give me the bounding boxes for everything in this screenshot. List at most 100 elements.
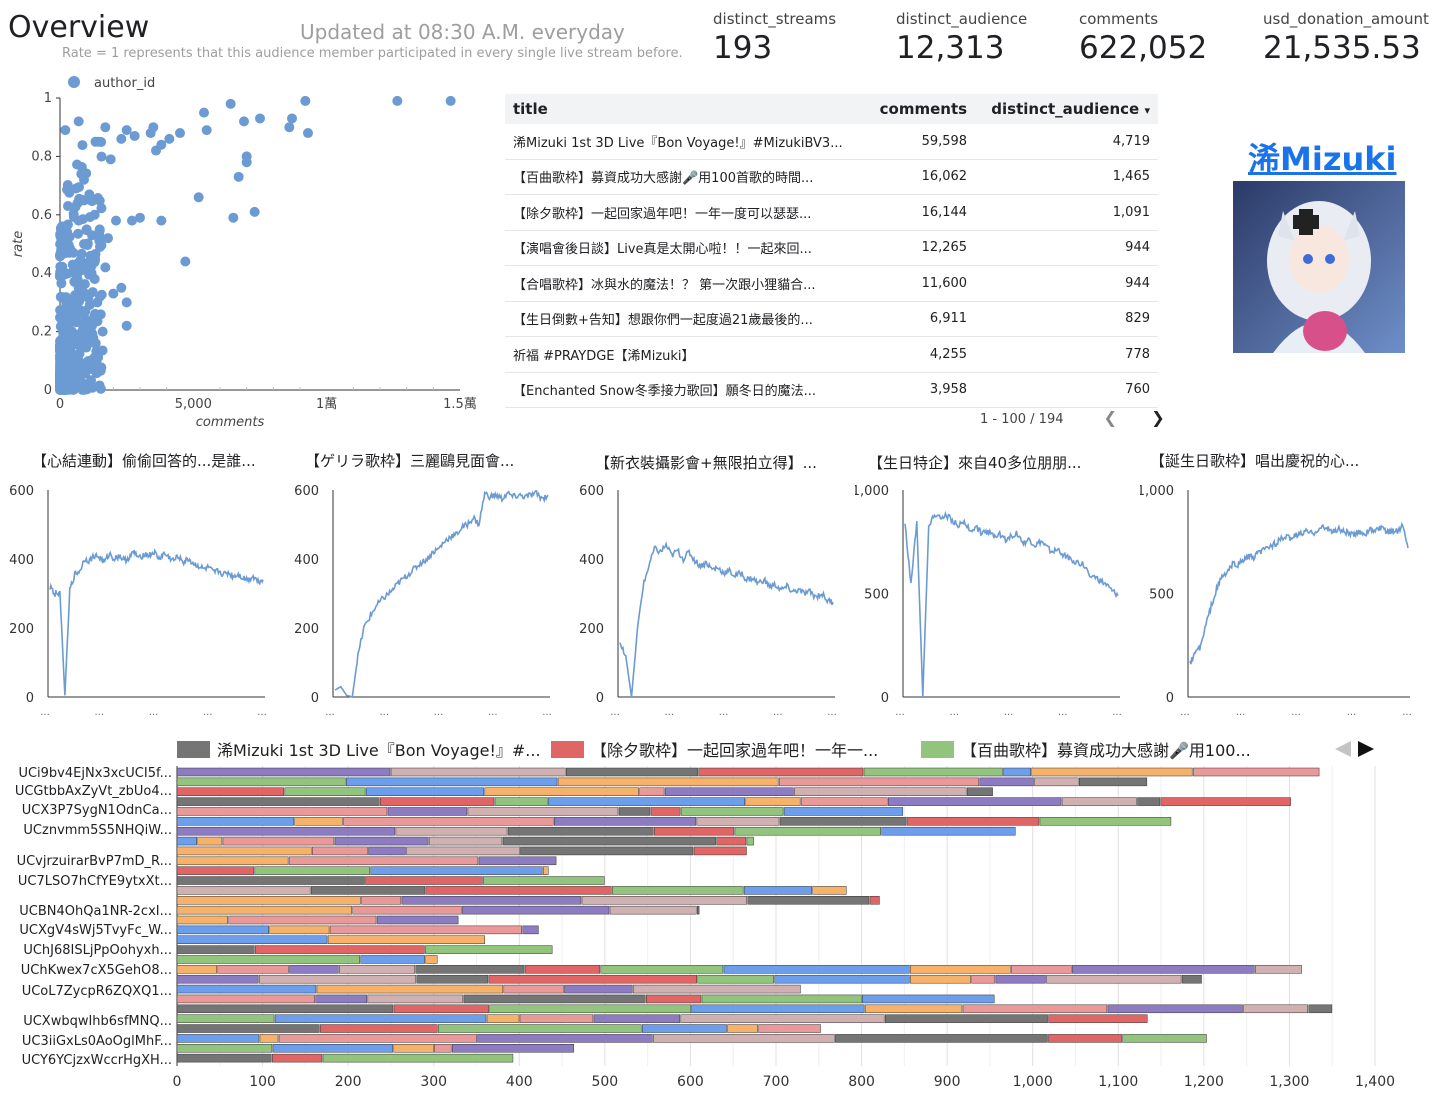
table-row[interactable]: 【演唱會後日談】Live真是太開心啦！！一起來回... 12,265 944 [505, 230, 1158, 266]
bar-segment [176, 787, 285, 796]
bar-segment [747, 896, 870, 905]
x-tick-label: ... [94, 707, 104, 718]
kpi-label: distinct_audience [896, 10, 1028, 28]
y-tick-label: 400 [294, 553, 319, 568]
bar-segment [484, 787, 639, 796]
bar-segment [1308, 1004, 1333, 1014]
bar-segment [329, 925, 523, 935]
bar-segment [312, 846, 368, 856]
cell-audience: 760 [975, 372, 1158, 408]
bar-segment [367, 994, 464, 1004]
y-tick-label: 1,000 [1140, 484, 1174, 499]
scatter-point [82, 240, 93, 251]
cell-comments: 16,144 [866, 194, 976, 231]
scatter-chart[interactable]: author_id 0 0.2 0.4 0.6 0.8 1 0 5,000 1萬 1.5萬 comme… [0, 70, 490, 435]
y-tick-label: 500 [864, 588, 889, 603]
stacked-bar-chart[interactable]: 浠Mizuki 1st 3D Live『Bon Voyage!』#... 【除夕歌… [0, 730, 1456, 1096]
bar-segment [288, 856, 479, 866]
x-tick-label: 5,000 [175, 397, 212, 412]
bar-segment [524, 965, 601, 974]
bar-segment [176, 1053, 272, 1063]
bar-segment [698, 767, 864, 777]
scatter-point [76, 248, 87, 259]
bar-segment [864, 1004, 963, 1014]
scatter-point [127, 215, 137, 226]
scatter-point [108, 288, 119, 299]
bar-segment [746, 836, 754, 846]
table-row[interactable]: 祈福 #PRAYDGE【浠Mizuki】 4,255 778 [505, 336, 1158, 373]
y-tick-label: 200 [9, 622, 34, 637]
bar-segment [176, 836, 197, 846]
table-row[interactable]: 【合唱歌枠】冰與水的魔法！？ 第一次跟小狸貓合... 11,600 944 [505, 265, 1158, 302]
col-title[interactable]: title [505, 94, 867, 124]
bar-segment [557, 777, 779, 787]
scatter-point [77, 140, 88, 151]
table-row[interactable]: 【生日倒數+告知】想跟你們一起度過21歲最後的... 6,911 829 [505, 301, 1158, 337]
cell-comments: 12,265 [866, 230, 976, 266]
table-row[interactable]: 【Enchanted Snow冬季接力歌回】願冬日的魔法... 3,958 76… [505, 372, 1158, 408]
bar-segment [294, 817, 343, 826]
bar-segment [176, 1024, 320, 1033]
x-tick-label: 800 [848, 1074, 875, 1090]
scatter-point [121, 320, 132, 331]
y-tick-label: 500 [1149, 588, 1174, 603]
x-tick-label: 1,100 [1098, 1074, 1138, 1090]
x-tick-label: ... [719, 707, 729, 718]
bar-segment [581, 896, 748, 905]
line-chart-4[interactable]: 0 500 1,000............... [855, 475, 1140, 725]
y-tick-label: UCXwbqwIhb6sfMNQ... [23, 1014, 172, 1029]
scatter-point [55, 380, 66, 391]
next-page-icon[interactable]: ❯ [1151, 408, 1165, 427]
col-distinct-audience[interactable]: distinct_audience ▾ [975, 94, 1158, 124]
table-row[interactable]: 【除夕歌枠】一起回家過年吧！一年一度可以瑟瑟... 16,144 1,091 [505, 194, 1158, 231]
scatter-point [201, 125, 212, 136]
cell-audience: 4,719 [975, 124, 1158, 160]
bar-segment [462, 905, 610, 915]
bar-segment [503, 984, 564, 994]
x-tick-label: ... [325, 707, 335, 718]
y-tick-label: 200 [579, 622, 604, 637]
scatter-point [81, 315, 92, 326]
line-chart-2[interactable]: 0 200 400 600............... [285, 475, 570, 725]
bar-segment [800, 797, 888, 806]
line-chart-1[interactable]: 0 200 400 600............... [0, 475, 285, 725]
bar-segment [863, 767, 1003, 777]
scatter-point [116, 133, 127, 144]
scatter-point [121, 125, 132, 136]
vtuber-name-link[interactable]: 浠Mizuki [1248, 140, 1397, 178]
bar-segment [315, 994, 368, 1004]
y-tick-label: 1,000 [855, 484, 889, 499]
scatter-point [225, 98, 236, 109]
table-row[interactable]: 【百曲歌枠】募資成功大感謝🎤用100首歌的時間... 16,062 1,465 [505, 159, 1158, 195]
x-tick-label: 1萬 [316, 397, 337, 412]
bar-segment [222, 836, 335, 846]
bar-segment [887, 797, 1062, 806]
scatter-point [303, 128, 313, 139]
bar-segment [176, 994, 315, 1004]
kpi-comments: comments 622,052 [1079, 10, 1207, 66]
table-row[interactable]: 浠Mizuki 1st 3D Live『Bon Voyage!』#MizukiB… [505, 124, 1158, 160]
bar-segment [696, 817, 780, 826]
line-chart-5[interactable]: 0 500 1,000............... [1140, 475, 1430, 725]
x-tick-label: ... [1112, 707, 1122, 718]
bar-segment [1072, 965, 1255, 974]
bar-segment [176, 826, 396, 836]
bar-segment [176, 905, 352, 915]
cell-title: 浠Mizuki 1st 3D Live『Bon Voyage!』#MizukiB… [505, 124, 867, 160]
x-tick-label: ... [1402, 707, 1412, 718]
bar-segment [428, 836, 503, 846]
prev-page-icon[interactable]: ❮ [1103, 408, 1118, 427]
y-tick-label: UCGtbbAxZyVt_zbUo4... [15, 784, 172, 799]
scatter-point [96, 203, 107, 214]
y-tick-label: 400 [9, 553, 34, 568]
line-chart-3[interactable]: 0 200 400 600............... [570, 475, 855, 725]
col-distinct-audience-label: distinct_audience [991, 100, 1140, 118]
x-tick-label: ... [488, 707, 498, 718]
cell-title: 【演唱會後日談】Live真是太開心啦！！一起來回... [505, 230, 867, 266]
bar-segment [176, 1004, 394, 1014]
y-tick-label: 0 [881, 691, 889, 706]
bar-segment [680, 807, 784, 816]
col-comments[interactable]: comments [866, 94, 976, 124]
legend-label: 【除夕歌枠】一起回家過年吧！一年一... [591, 741, 878, 760]
bar-segment [463, 994, 646, 1004]
